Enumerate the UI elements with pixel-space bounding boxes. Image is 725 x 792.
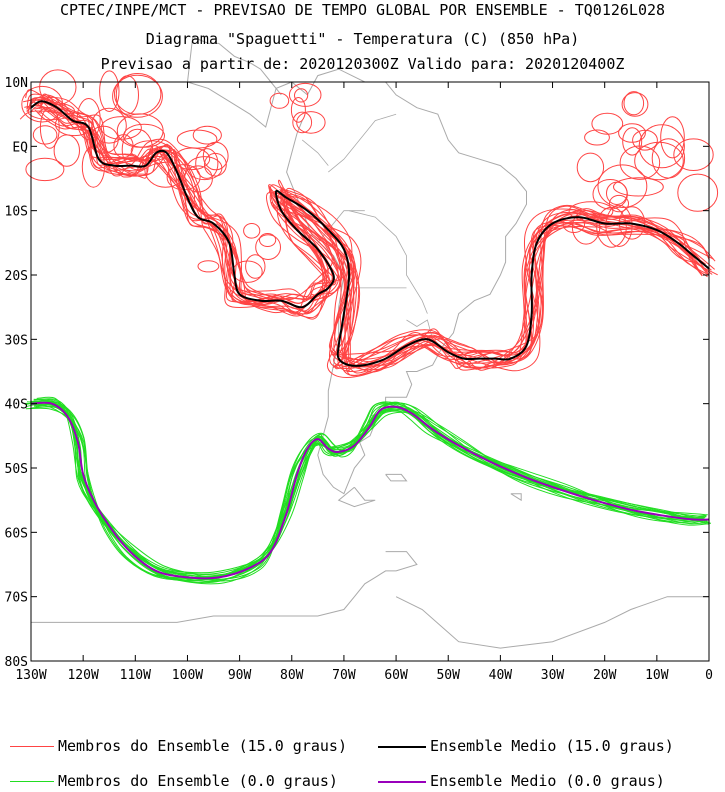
title-line-1: CPTEC/INPE/MCT - PREVISAO DE TEMPO GLOBA… [59, 1, 666, 19]
legend-label-members-15: Membros do Ensemble (15.0 graus) [58, 737, 347, 755]
lon-tick-label: 30W [541, 668, 565, 683]
legend-swatch-mean-0 [378, 780, 426, 783]
lat-tick-label: 30S [5, 333, 28, 348]
lon-tick-label: 70W [332, 668, 356, 683]
legend-members-15: Membros do Ensemble (15.0 graus) [10, 737, 347, 755]
lat-tick-label: 10N [5, 76, 28, 91]
legend-mean-15: Ensemble Medio (15.0 graus) [378, 737, 674, 755]
lon-tick-label: 90W [228, 668, 252, 683]
lat-tick-label: 10S [5, 205, 28, 220]
lat-tick-label: 70S [5, 591, 28, 606]
legend-mean-0: Ensemble Medio (0.0 graus) [378, 772, 665, 790]
lon-tick-label: 60W [384, 668, 408, 683]
lat-tick-label: 40S [5, 398, 28, 413]
legend-swatch-members-0 [10, 781, 54, 782]
lon-tick-label: 110W [120, 668, 151, 683]
lon-tick-label: 0 [705, 668, 713, 683]
ensemble-members-0-contours [25, 396, 712, 585]
lat-tick-label: 20S [5, 269, 28, 284]
legend-label-mean-0: Ensemble Medio (0.0 graus) [430, 772, 665, 790]
map-frame [30, 81, 710, 662]
lat-tick-label: 50S [5, 462, 28, 477]
title-line-3: Previsao a partir de: 2020120300Z Valido… [100, 55, 625, 73]
ensemble-mean-contours [30, 100, 710, 580]
lat-tick-label: 60S [5, 526, 28, 541]
lon-tick-label: 120W [67, 668, 98, 683]
legend-swatch-mean-15 [378, 745, 426, 748]
legend-label-members-0: Membros do Ensemble (0.0 graus) [58, 772, 338, 790]
lon-tick-label: 80W [280, 668, 304, 683]
lon-tick-label: 130W [15, 668, 46, 683]
lon-tick-label: 10W [645, 668, 669, 683]
lon-tick-label: 20W [593, 668, 617, 683]
lat-tick-label: EQ [12, 140, 28, 155]
lon-tick-label: 50W [436, 668, 460, 683]
lon-tick-label: 100W [172, 668, 203, 683]
legend-swatch-members-15 [10, 746, 54, 747]
legend-label-mean-15: Ensemble Medio (15.0 graus) [430, 737, 674, 755]
title-line-2: Diagrama "Spaguetti" - Temperatura (C) (… [145, 30, 580, 48]
legend-members-0: Membros do Ensemble (0.0 graus) [10, 772, 338, 790]
lon-tick-label: 40W [489, 668, 513, 683]
lat-tick-label: 80S [5, 655, 28, 670]
